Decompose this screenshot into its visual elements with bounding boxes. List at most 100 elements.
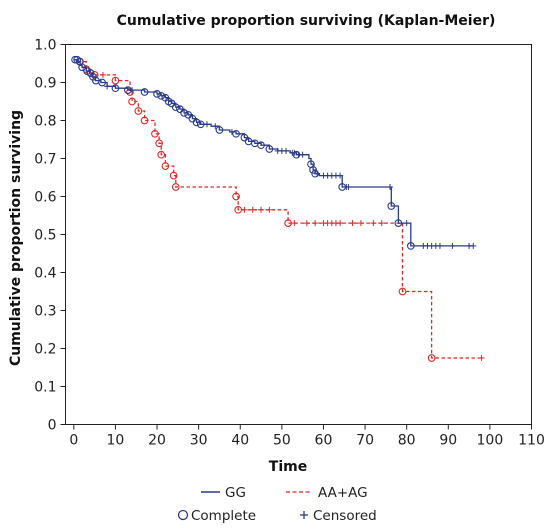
censored-marker-gg [129,87,136,94]
axis-ticks: 0 10 20 30 40 50 60 70 80 90 100 110 0 0.1 0.2 0.3 0.4 0.… [34,38,545,449]
censored-marker-aa-ag [258,206,265,213]
complete-marker-aa-ag [171,183,180,191]
censored-marker-gg [299,151,306,158]
y-tick-label: 0.9 [34,76,56,92]
censored-marker-aa-ag [378,220,385,227]
complete-marker-gg [111,84,120,93]
series-gg [71,55,477,250]
censored-marker-aa-ag [303,220,310,227]
censored-marker-gg [387,184,394,190]
x-tick-label: 0 [69,433,78,449]
complete-marker-gg [215,126,224,134]
complete-marker-gg [171,103,180,112]
complete-marker-aa-ag [155,139,163,148]
x-tick-label: 100 [477,433,504,449]
censored-marker-gg [314,170,321,177]
x-tick-label: 30 [190,433,208,449]
complete-marker-gg [153,90,161,98]
series-line-gg [73,59,474,247]
y-tick-label: 0.7 [34,152,56,168]
complete-marker-aa-ag [398,287,407,296]
complete-marker-aa-ag [126,88,134,96]
complete-marker-gg [71,55,79,64]
chart-title: Cumulative proportion surviving (Kaplan-… [117,13,496,29]
legend-complete-label: Complete [191,508,256,524]
y-tick-label: 0.6 [34,190,56,206]
series-layer [71,55,485,362]
x-tick-label: 40 [231,433,249,449]
complete-marker-aa-ag [111,76,120,85]
censored-marker-gg [403,220,410,227]
censored-marker-gg [470,242,477,249]
complete-marker-gg [406,242,415,250]
censored-marker-aa-ag [249,206,256,213]
series-aa-ag [73,57,485,362]
x-tick-label: 60 [315,433,333,449]
y-tick-label: 0.2 [34,342,56,358]
x-tick-label: 80 [398,433,416,449]
censored-marker-aa-ag [349,220,356,227]
legend-complete-marker [177,509,189,521]
complete-marker-aa-ag [151,129,159,138]
y-axis-title: Cumulative proportion surviving [8,110,24,366]
censored-marker-gg [449,242,456,249]
censored-marker-aa-ag [357,220,364,227]
censored-marker-aa-ag [266,206,273,213]
y-tick-label: 0 [48,418,57,434]
censored-marker-aa-ag [99,71,106,78]
censored-marker-gg [436,242,443,249]
complete-marker-aa-ag [134,107,143,115]
legend-gg-label: GG [225,485,246,501]
complete-marker-gg [98,78,106,87]
series-line-aa-ag [73,59,482,359]
x-tick-label: 20 [148,433,166,449]
legend-censored-label: Censored [313,508,377,524]
complete-marker-gg [257,141,265,150]
y-tick-label: 0.1 [34,380,56,396]
complete-marker-gg [78,63,86,72]
y-axis-title-group: Cumulative proportion surviving [8,110,24,366]
censored-marker-gg [203,121,210,128]
legend: GG AA+AG Complete Censored [177,485,377,524]
censored-marker-aa-ag [291,220,298,227]
y-tick-label: 0.3 [34,304,56,320]
x-tick-label: 50 [273,433,291,449]
complete-marker-aa-ag [427,354,436,362]
censored-marker-gg [291,149,298,156]
complete-marker-aa-ag [169,171,178,180]
complete-marker-gg [180,109,188,117]
complete-marker-aa-ag [140,116,149,125]
complete-marker-gg [240,133,249,142]
complete-marker-gg [192,118,201,127]
complete-marker-gg [309,166,317,174]
complete-marker-gg [167,99,176,108]
complete-marker-gg [184,110,193,119]
complete-marker-aa-ag [232,192,240,201]
legend-aa-ag-label: AA+AG [318,485,368,501]
censored-marker-gg [212,123,219,130]
complete-marker-gg [188,114,197,123]
censored-marker-gg [337,172,344,179]
complete-marker-gg [232,129,240,138]
y-tick-label: 1.0 [34,38,56,54]
x-tick-label: 10 [107,433,125,449]
censored-marker-gg [104,83,111,90]
complete-marker-gg [140,88,149,96]
complete-marker-gg [265,145,274,153]
complete-marker-gg [86,69,95,77]
censored-marker-aa-ag [312,220,319,227]
x-tick-label: 70 [356,433,374,449]
censored-marker-gg [345,184,352,190]
complete-marker-gg [387,202,396,210]
censored-marker-aa-ag [478,355,485,361]
censored-marker-aa-ag [337,220,344,227]
censored-marker-aa-ag [370,220,377,227]
y-tick-label: 0.8 [34,114,56,130]
complete-marker-gg [176,105,184,113]
complete-marker-aa-ag [128,97,136,106]
censored-marker-gg [228,128,235,135]
censored-marker-aa-ag [241,206,248,213]
complete-marker-aa-ag [157,150,166,159]
complete-marker-gg [394,219,403,227]
